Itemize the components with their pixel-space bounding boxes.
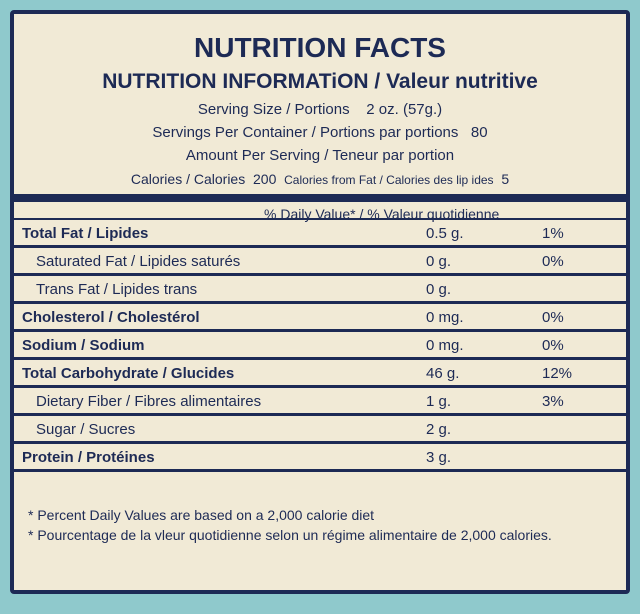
footnotes: * Percent Daily Values are based on a 2,… — [28, 506, 608, 546]
thick-rule — [14, 194, 626, 202]
value: 2 oz. (57g.) — [366, 101, 443, 118]
nutrient-name: Trans Fat / Lipides trans — [36, 281, 198, 298]
amount: 2 g. — [426, 421, 452, 438]
nutrient-name: Saturated Fat / Lipides saturés — [36, 253, 241, 270]
subtitle: NUTRITION INFORMATiON / Valeur nutritive — [102, 70, 538, 93]
amount: 0.5 g. — [426, 225, 464, 242]
nutrient-name: Total Carbohydrate / Glucides — [22, 365, 235, 382]
nutrient-row: Dietary Fiber / Fibres alimentaires 1 g. 3… — [14, 388, 626, 416]
value: 200 — [253, 171, 277, 187]
daily-value: 1% — [542, 225, 564, 242]
fat-value: 5 — [501, 171, 510, 187]
nutrient-name: Protein / Protéines — [22, 449, 155, 466]
daily-value: 0% — [542, 337, 564, 354]
nutrient-name: Dietary Fiber / Fibres alimentaires — [36, 393, 262, 410]
amount: 3 g. — [426, 449, 452, 466]
nutrient-row: Saturated Fat / Lipides saturés 0 g. 0% — [14, 248, 626, 276]
nutrition-panel: NUTRITION FACTS NUTRITION INFORMATiON / … — [10, 10, 630, 594]
nutrient-name: Cholesterol / Cholestérol — [22, 309, 200, 326]
amount: 1 g. — [426, 393, 452, 410]
rule — [14, 218, 626, 220]
label: Calories / Calories — [130, 171, 246, 187]
title: NUTRITION FACTS — [194, 32, 446, 63]
amount: 0 mg. — [426, 337, 464, 354]
nutrient-name: Total Fat / Lipides — [22, 225, 149, 242]
serving-size: Serving Size / Portions 2 oz. (57g.) — [14, 101, 626, 118]
amount: 0 mg. — [426, 309, 464, 326]
nutrient-row: Total Fat / Lipides 0.5 g. 1% — [14, 220, 626, 248]
fat-label: Calories from Fat / Calories des lip ide… — [284, 173, 494, 187]
amount-per-serving: Amount Per Serving / Teneur par portion — [185, 147, 455, 164]
nutrient-row: Total Carbohydrate / Glucides 46 g. 12% — [14, 360, 626, 388]
label: Servings Per Container / Portions par po… — [152, 124, 459, 141]
rows: Total Fat / Lipides 0.5 g. 1% Saturated Fat… — [14, 220, 626, 472]
daily-value: 3% — [542, 393, 564, 410]
nutrient-name: Sugar / Sucres — [36, 421, 136, 438]
nutrient-row: Trans Fat / Lipides trans 0 g. — [14, 276, 626, 304]
nutrient-name: Sodium / Sodium — [22, 337, 145, 354]
daily-value: 0% — [542, 309, 564, 326]
amount: 46 g. — [426, 365, 460, 382]
label: Serving Size / Portions — [197, 101, 350, 118]
servings: Servings Per Container / Portions par po… — [14, 124, 626, 141]
nutrient-row: Sugar / Sucres 2 g. — [14, 416, 626, 444]
footnote: * Pourcentage de la vleur quotidienne se… — [28, 527, 552, 543]
nutrient-row: Protein / Protéines 3 g. — [14, 444, 626, 472]
value: 80 — [470, 124, 488, 141]
nutrient-row: Cholesterol / Cholestérol 0 mg. 0% — [14, 304, 626, 332]
amount: 0 g. — [426, 281, 452, 298]
calories: Calories / Calories 200 Calories from Fa… — [14, 171, 626, 187]
nutrient-row: Sodium / Sodium 0 mg. 0% — [14, 332, 626, 360]
daily-value: 12% — [542, 365, 573, 382]
footnote: * Percent Daily Values are based on a 2,… — [28, 507, 375, 523]
daily-value: 0% — [542, 253, 564, 270]
amount: 0 g. — [426, 253, 452, 270]
